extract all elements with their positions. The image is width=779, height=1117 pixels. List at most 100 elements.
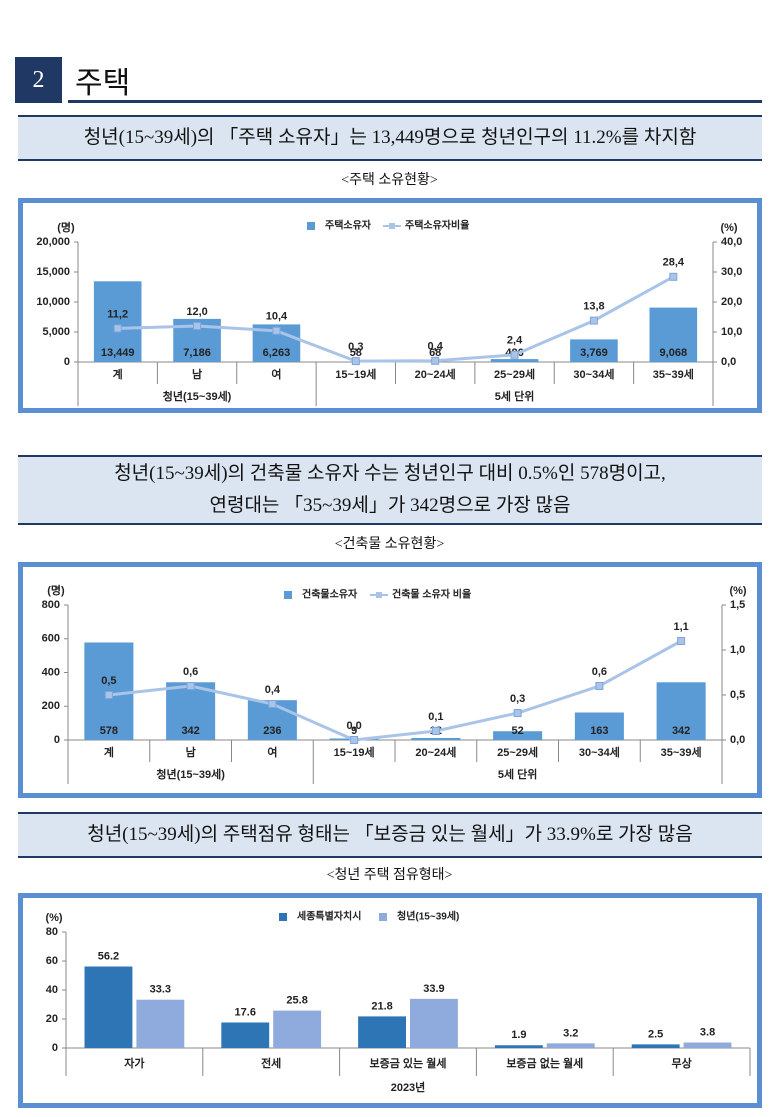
x-tick-label: 여	[271, 367, 281, 381]
bar-value-label: 25.8	[286, 994, 307, 1006]
line-value-label: 28,4	[663, 257, 685, 269]
bar	[570, 339, 618, 362]
bar-value-label: 342	[181, 725, 199, 737]
y-tick-label: 60	[46, 955, 58, 967]
line-marker	[669, 272, 678, 281]
line-marker	[268, 700, 277, 708]
legend-label: 주택소유자비율	[405, 219, 469, 232]
bar-value-label: 342	[672, 725, 690, 737]
x-axis-label: 2023년	[391, 1080, 426, 1094]
headline-line: 청년(15~39세)의 주택점유 형태는 「보증금 있는 월세」가 33.9%로…	[87, 824, 693, 845]
legend-label: 건축물 소유자 비율	[392, 588, 471, 601]
line-value-label: 10,4	[266, 311, 288, 323]
y2-unit: (%)	[729, 585, 746, 597]
y-tick-label: 10,000	[36, 296, 70, 308]
bar-value-label: 9,068	[660, 347, 688, 359]
bar	[136, 999, 185, 1048]
section-title: 주택	[75, 67, 131, 100]
legend-swatch	[379, 913, 387, 921]
y-tick-label: 20	[46, 1013, 58, 1025]
bar	[649, 307, 698, 362]
x-tick-label: 25~29세	[497, 745, 538, 759]
y2-tick-label: 30,0	[721, 266, 742, 278]
title-rule	[68, 100, 762, 103]
y2-tick-label: 0,5	[730, 689, 745, 701]
bar-value-label: 7,186	[183, 347, 211, 359]
line-marker	[350, 736, 359, 744]
bar-value-label: 3.8	[700, 1026, 715, 1038]
line-value-label: 0,3	[348, 341, 363, 353]
bar	[546, 1043, 595, 1048]
chart: 0 20 40 60 80 (%) 자가 전세 보증금 있는 월세 보증금 없는 월세 무상 2023…	[45, 910, 751, 1094]
legend-marker	[376, 592, 382, 598]
bar-value-label: 236	[263, 725, 281, 737]
bar-value-label: 163	[590, 725, 608, 737]
x-tick-label: 계	[113, 367, 123, 381]
y-tick-label: 40	[46, 984, 58, 996]
line-value-label: 0,4	[265, 684, 281, 696]
x-tick-label: 보증금 없는 월세	[506, 1056, 583, 1070]
bar-value-label: 3.2	[563, 1027, 578, 1039]
section-number: 2	[15, 57, 62, 103]
bar	[631, 1044, 680, 1048]
chart: 0 200 400 600 800 (명) 0,0 0,5 1,0 1,5 (%) 계 남 여 15~19세…	[42, 583, 747, 784]
headline-line: 청년(15~39세)의 건축물 소유자 수는 청년인구 대비 0.5%인 578…	[114, 463, 666, 484]
headline: 청년(15~39세)의 건축물 소유자 수는 청년인구 대비 0.5%인 578…	[18, 455, 762, 525]
x-tick-label: 20~24세	[415, 367, 456, 381]
x-tick-label: 15~19세	[334, 745, 375, 759]
x-tick-label: 자가	[124, 1056, 144, 1070]
x-tick-label: 35~39세	[653, 367, 694, 381]
y-unit: (명)	[57, 220, 75, 234]
headline: 청년(15~39세)의 주택점유 형태는 「보증금 있는 월세」가 33.9%로…	[18, 812, 762, 858]
bar-value-label: 33.9	[423, 983, 444, 995]
bar-value-label: 1.9	[511, 1029, 526, 1041]
bar-value-label: 9	[351, 725, 357, 737]
caption: <주택 소유현황>	[341, 173, 438, 188]
bar-value-label: 2.5	[648, 1028, 663, 1040]
bar	[358, 1016, 406, 1048]
y2-tick-label: 10,0	[721, 326, 742, 338]
legend-swatch	[279, 913, 287, 921]
line-marker	[431, 356, 440, 365]
y2-tick-label: 1,0	[730, 644, 745, 656]
bar-value-label: 578	[100, 725, 118, 737]
y-tick-label: 20,000	[36, 236, 70, 248]
y2-tick-label: 0,0	[721, 356, 736, 368]
y-tick-label: 400	[42, 666, 60, 678]
bar-value-label: 17.6	[235, 1006, 256, 1018]
legend-marker	[389, 223, 395, 229]
y2-tick-label: 20,0	[721, 296, 742, 308]
bar	[490, 359, 539, 362]
x-tick-label: 남	[192, 368, 202, 381]
line-value-label: 13,8	[583, 301, 604, 313]
x-tick-label: 35~39세	[661, 745, 702, 759]
legend-label: 세종특별자치시	[297, 910, 361, 923]
line-value-label: 0,4	[428, 341, 444, 353]
y-tick-label: 0	[64, 356, 70, 368]
x-tick-label: 전세	[261, 1056, 281, 1070]
line-value-label: 0,6	[592, 666, 607, 678]
line-value-label: 0,0	[346, 720, 361, 732]
bar	[273, 1010, 322, 1048]
x-tick-label: 보증금 있는 월세	[370, 1056, 447, 1070]
y-tick-label: 0	[52, 1042, 58, 1054]
y-tick-label: 15,000	[36, 266, 70, 278]
x-tick-label: 25~29세	[494, 367, 535, 381]
y-unit: (%)	[45, 912, 62, 924]
bar	[574, 712, 624, 740]
headline-line: 청년(15~39세)의 「주택 소유자」는 13,449명으로 청년인구의 11…	[83, 127, 697, 148]
line-marker	[186, 682, 195, 690]
legend-swatch	[284, 591, 292, 599]
bar	[683, 1042, 732, 1048]
headline-line: 연령대는 「35~39세」가 342명으로 가장 많음	[209, 495, 571, 516]
legend-label: 건축물소유자	[302, 588, 358, 601]
y2-tick-label: 0,0	[730, 734, 745, 746]
group-label: 청년(15~39세)	[163, 389, 232, 403]
chart-frame: 0 20 40 60 80 (%) 자가 전세 보증금 있는 월세 보증금 없는 월세 무상 2023…	[18, 893, 762, 1108]
y2-unit: (%)	[720, 222, 737, 234]
bar-value-label: 58	[350, 347, 362, 359]
line-marker	[193, 322, 202, 330]
y-tick-label: 800	[42, 599, 60, 611]
line	[117, 275, 675, 363]
line-value-label: 1,1	[673, 621, 688, 633]
